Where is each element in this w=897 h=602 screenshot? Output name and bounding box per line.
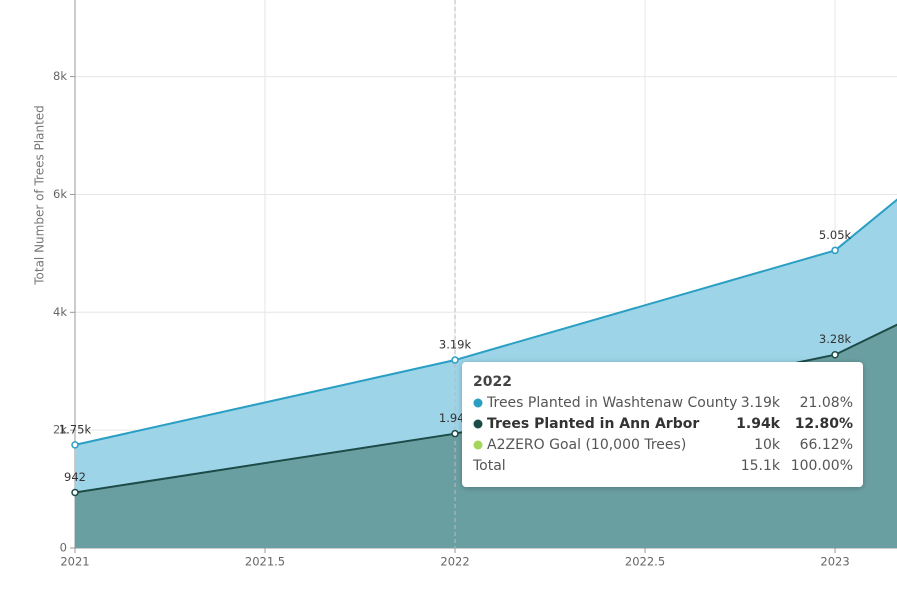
tooltip-series-name: Trees Planted in Washtenaw County xyxy=(486,395,737,411)
tooltip-percent: 66.12% xyxy=(800,437,853,453)
x-tick-label: 2021 xyxy=(60,555,89,569)
tooltip-total-label: Total xyxy=(472,458,506,474)
tooltip-box xyxy=(462,362,863,487)
data-label: 1.75k xyxy=(59,422,92,436)
y-tick-label: 0 xyxy=(60,541,67,555)
point xyxy=(71,488,79,497)
x-tick-label: 2022 xyxy=(440,555,469,569)
point xyxy=(451,356,459,364)
tooltip-value: 1.94k xyxy=(736,416,781,432)
y-tick-label: 2k xyxy=(53,423,67,437)
tooltip-percent: 21.08% xyxy=(800,395,853,411)
y-tick-label: 4k xyxy=(53,305,67,319)
tooltip-value: 10k xyxy=(754,437,781,453)
legend-dot xyxy=(473,440,483,450)
data-label: 5.05k xyxy=(819,228,852,242)
x-tick-label: 2023 xyxy=(820,555,849,569)
data-label: 942 xyxy=(64,470,86,484)
data-label: 3.19k xyxy=(439,338,472,352)
line xyxy=(74,198,897,446)
x-tick-label: 2022.5 xyxy=(625,555,665,569)
y-axis-label: Total Number of Trees Planted xyxy=(33,105,47,286)
point xyxy=(71,441,79,449)
tooltip-title: 2022 xyxy=(473,374,512,390)
tooltip-series-name: Trees Planted in Ann Arbor xyxy=(487,416,699,432)
tooltip-value: 3.19k xyxy=(741,395,781,411)
tooltip-total-percent: 100.00% xyxy=(791,458,853,474)
y-tick-label: 6k xyxy=(53,187,67,201)
y-tick-label: 8k xyxy=(53,69,67,83)
point xyxy=(451,429,459,438)
tooltip-percent: 12.80% xyxy=(795,416,853,432)
point xyxy=(831,350,839,359)
tooltip-series-name: A2ZERO Goal (10,000 Trees) xyxy=(487,437,686,453)
point xyxy=(831,246,839,255)
tooltip-total-value: 15.1k xyxy=(741,458,781,474)
data-label: 3.28k xyxy=(819,332,852,346)
tooltip: 2022 Trees Planted in Washtenaw County 3.1… xyxy=(462,362,863,487)
legend-dot xyxy=(473,398,483,408)
x-tick-label: 2021.5 xyxy=(245,555,285,569)
legend-dot xyxy=(473,419,483,429)
